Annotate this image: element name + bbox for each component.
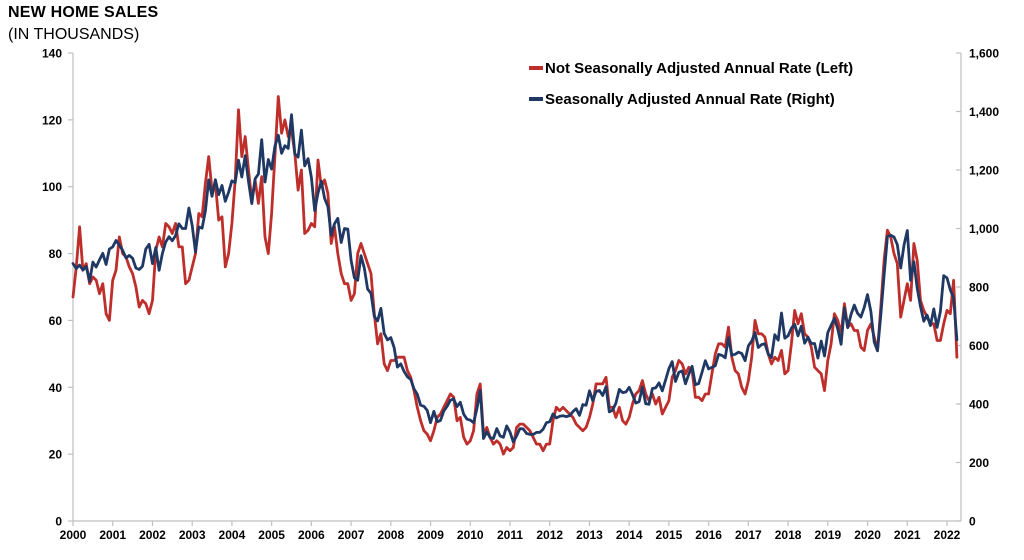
x-axis-tick-label: 2011 xyxy=(497,528,523,542)
left-axis-tick-label: 0 xyxy=(55,515,62,529)
x-axis-tick-label: 2015 xyxy=(656,528,683,542)
legend-label-saar: Seasonally Adjusted Annual Rate (Right) xyxy=(545,90,835,108)
x-axis-tick-label: 2018 xyxy=(775,528,802,542)
left-axis-tick-label: 40 xyxy=(49,381,63,395)
right-axis-tick-label: 400 xyxy=(969,398,989,412)
legend-item-nsa: Not Seasonally Adjusted Annual Rate (Lef… xyxy=(529,59,853,77)
right-axis-tick-label: 1,000 xyxy=(969,222,999,236)
chart-title: NEW HOME SALES xyxy=(8,4,159,21)
left-axis-tick-label: 60 xyxy=(49,314,63,328)
x-axis-tick-label: 2021 xyxy=(894,528,921,542)
right-axis-tick-label: 1,600 xyxy=(969,47,999,61)
x-axis-tick-label: 2020 xyxy=(854,528,881,542)
x-axis-tick-label: 2013 xyxy=(576,528,603,542)
left-axis-tick-label: 100 xyxy=(42,180,62,194)
left-axis-tick-label: 80 xyxy=(49,247,63,261)
right-axis-tick-label: 0 xyxy=(969,515,976,529)
x-axis-tick-label: 2022 xyxy=(934,528,961,542)
saar-line xyxy=(71,113,959,444)
x-axis-tick-label: 2008 xyxy=(377,528,404,542)
x-axis-tick-label: 2003 xyxy=(179,528,206,542)
x-axis-tick-label: 2006 xyxy=(298,528,325,542)
x-axis-tick-label: 2016 xyxy=(695,528,722,542)
x-axis-tick-label: 2017 xyxy=(735,528,762,542)
x-axis-tick-label: 2007 xyxy=(338,528,365,542)
left-axis-tick-label: 120 xyxy=(42,113,62,127)
nsa-line xyxy=(71,95,959,456)
x-axis-tick-label: 2019 xyxy=(814,528,841,542)
x-axis-tick-label: 2001 xyxy=(99,528,126,542)
x-axis-tick-label: 2009 xyxy=(417,528,444,542)
chart-subtitle: (IN THOUSANDS) xyxy=(8,26,140,43)
chart-legend: Not Seasonally Adjusted Annual Rate (Lef… xyxy=(529,59,853,121)
x-axis-tick-label: 2000 xyxy=(60,528,87,542)
x-axis-tick-label: 2002 xyxy=(139,528,166,542)
right-axis-tick-label: 800 xyxy=(969,281,989,295)
legend-item-saar: Seasonally Adjusted Annual Rate (Right) xyxy=(529,90,853,108)
legend-label-nsa: Not Seasonally Adjusted Annual Rate (Lef… xyxy=(545,59,854,77)
x-axis-tick-label: 2012 xyxy=(536,528,563,542)
left-axis-tick-label: 140 xyxy=(42,47,62,61)
saar-line-marker-icon xyxy=(529,97,543,101)
right-axis-tick-label: 1,200 xyxy=(969,164,999,178)
right-axis-tick-label: 1,400 xyxy=(969,105,999,119)
right-axis-tick-label: 200 xyxy=(969,456,989,470)
nsa-line-marker-icon xyxy=(529,66,543,70)
right-axis-tick-label: 600 xyxy=(969,339,989,353)
left-axis-tick-label: 20 xyxy=(49,448,63,462)
x-axis-tick-label: 2010 xyxy=(457,528,484,542)
x-axis-tick-label: 2004 xyxy=(219,528,246,542)
x-axis-tick-label: 2005 xyxy=(258,528,285,542)
x-axis-tick-label: 2014 xyxy=(616,528,643,542)
